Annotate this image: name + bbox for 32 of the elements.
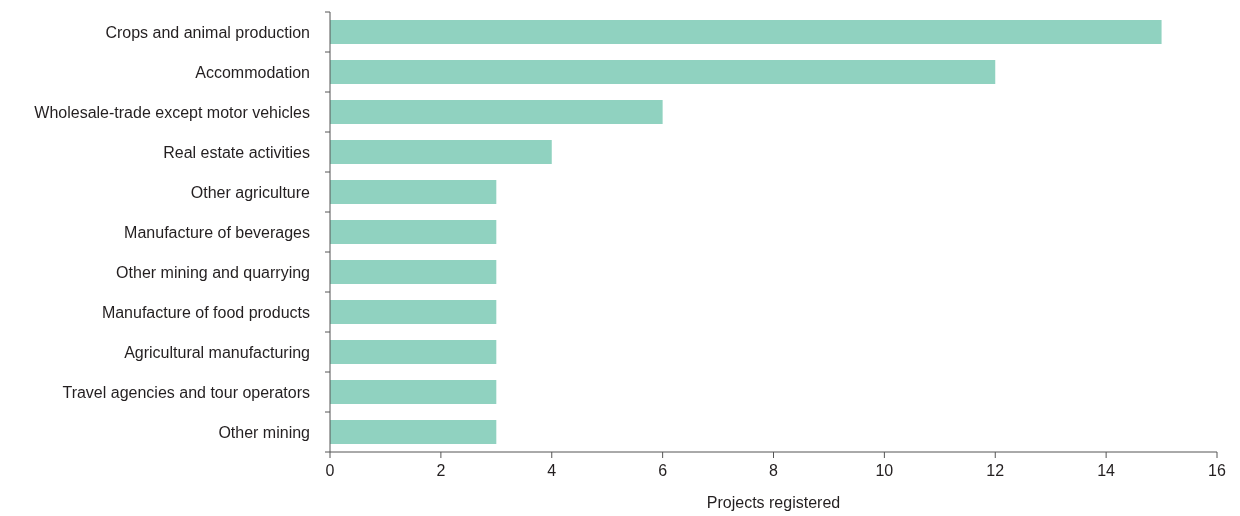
- y-tick-label: Manufacture of food products: [101, 303, 310, 321]
- y-tick-label: Travel agencies and tour operators: [62, 383, 310, 401]
- bar: [330, 180, 497, 204]
- bar: [330, 300, 497, 324]
- y-tick-label: Other mining: [218, 423, 310, 441]
- y-tick-label: Agricultural manufacturing: [124, 343, 310, 361]
- bar: [330, 20, 1162, 44]
- bar: [330, 260, 497, 284]
- y-tick-label: Other agriculture: [190, 183, 311, 201]
- bar: [330, 100, 663, 124]
- bar: [330, 140, 552, 164]
- x-tick-label: 4: [547, 462, 557, 479]
- x-tick-label: 14: [1097, 462, 1116, 479]
- y-tick-label: Wholesale-trade except motor vehicles: [34, 103, 310, 121]
- bar: [330, 340, 497, 364]
- x-axis-title: Projects registered: [706, 494, 841, 511]
- y-tick-label: Accommodation: [195, 63, 310, 81]
- x-tick-label: 0: [325, 462, 335, 479]
- y-tick-label: Real estate activities: [163, 143, 310, 161]
- bar: [330, 220, 497, 244]
- y-tick-label: Manufacture of beverages: [124, 223, 310, 241]
- x-tick-label: 6: [658, 462, 668, 479]
- x-tick-label: 12: [986, 462, 1005, 479]
- y-tick-label: Crops and animal production: [105, 23, 310, 41]
- bar: [330, 420, 497, 444]
- x-tick-label: 2: [436, 462, 446, 479]
- x-tick-label: 10: [875, 462, 894, 479]
- bar: [330, 60, 996, 84]
- x-tick-label: 16: [1208, 462, 1226, 479]
- x-tick-label: 8: [769, 462, 779, 479]
- y-tick-label: Other mining and quarrying: [116, 263, 310, 281]
- bar: [330, 380, 497, 404]
